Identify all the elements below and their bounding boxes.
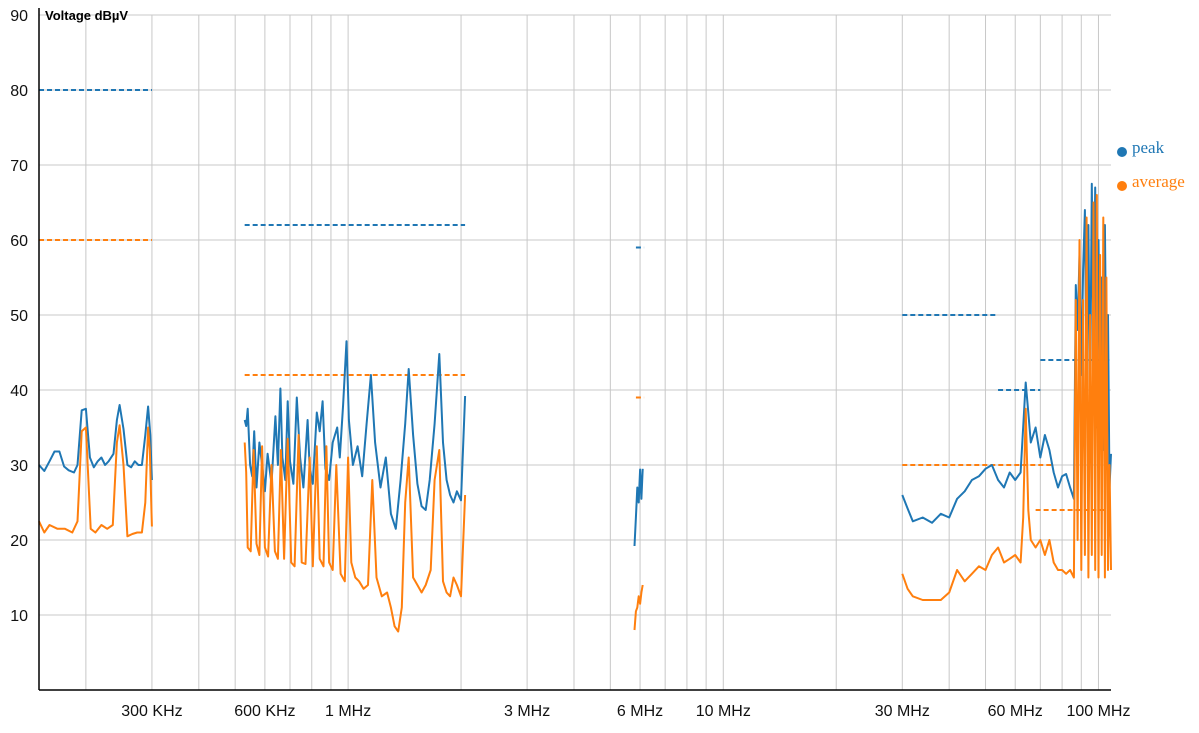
x-tick-label: 60 MHz [988, 703, 1043, 720]
x-tick-label: 100 MHz [1066, 703, 1130, 720]
limit-lines [39, 89, 1111, 511]
y-tick-label: 80 [10, 83, 28, 100]
y-tick-labels: 10 20 30 40 50 60 70 80 90 [10, 8, 28, 625]
y-tick-label: 90 [10, 8, 28, 25]
y-tick-label: 30 [10, 458, 28, 475]
x-tick-label: 6 MHz [617, 703, 663, 720]
data-series [38, 182, 1112, 633]
legend-label-average[interactable]: average [1132, 172, 1185, 191]
x-tick-labels: 300 KHz 600 KHz 1 MHz 3 MHz 6 MHz 10 MHz 30 MH… [121, 703, 1130, 720]
series-line-peak [38, 404, 153, 481]
legend-marker-average [1117, 181, 1127, 191]
legend[interactable]: peak average [1117, 138, 1185, 191]
y-tick-label: 70 [10, 158, 28, 175]
y-tick-label: 50 [10, 308, 28, 325]
y-tick-label: 20 [10, 533, 28, 550]
series-line-peak [633, 468, 644, 547]
x-tick-label: 3 MHz [504, 703, 550, 720]
y-axis-label: Voltage dBµV [45, 8, 128, 23]
y-tick-label: 60 [10, 233, 28, 250]
x-tick-label: 300 KHz [121, 703, 182, 720]
axes [38, 8, 1111, 691]
y-tick-label: 10 [10, 608, 28, 625]
x-tick-label: 10 MHz [696, 703, 751, 720]
legend-label-peak[interactable]: peak [1132, 138, 1165, 157]
legend-marker-peak [1117, 147, 1127, 157]
y-tick-label: 40 [10, 383, 28, 400]
x-tick-label: 1 MHz [325, 703, 371, 720]
series-line-average [38, 424, 153, 538]
grid-lines [39, 14, 1111, 690]
series-line-peak [243, 340, 467, 530]
series-line-average [243, 434, 467, 633]
x-tick-label: 30 MHz [875, 703, 930, 720]
x-tick-label: 600 KHz [234, 703, 295, 720]
series-line-average [901, 194, 1112, 601]
series-line-average [633, 584, 644, 631]
